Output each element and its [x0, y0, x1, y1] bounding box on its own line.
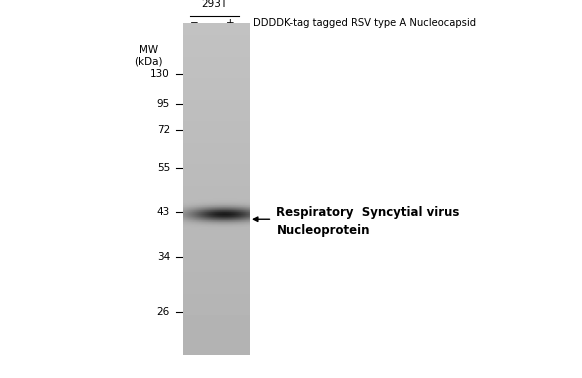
Text: 34: 34 — [157, 252, 170, 262]
Text: 293T: 293T — [201, 0, 227, 9]
Text: 95: 95 — [157, 99, 170, 109]
Text: 26: 26 — [157, 307, 170, 317]
Text: 130: 130 — [150, 69, 170, 79]
FancyArrowPatch shape — [253, 217, 269, 222]
Text: 55: 55 — [157, 163, 170, 173]
Text: +: + — [226, 18, 234, 28]
Text: MW
(kDa): MW (kDa) — [134, 45, 162, 67]
Text: 72: 72 — [157, 125, 170, 135]
Text: 43: 43 — [157, 207, 170, 217]
Text: DDDDK-tag tagged RSV type A Nucleocapsid: DDDDK-tag tagged RSV type A Nucleocapsid — [253, 18, 476, 28]
Text: −: − — [189, 18, 198, 28]
Text: Respiratory  Syncytial virus
Nucleoprotein: Respiratory Syncytial virus Nucleoprotei… — [276, 206, 460, 237]
